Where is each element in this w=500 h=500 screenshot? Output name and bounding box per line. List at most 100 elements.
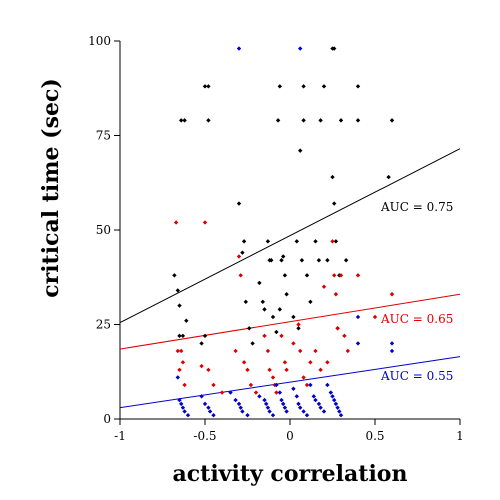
data-point: [175, 375, 180, 380]
x-tick-label: 1: [456, 429, 464, 443]
data-point: [236, 46, 242, 51]
data-point: [185, 413, 191, 418]
data-point: [206, 405, 211, 410]
data-point: [180, 405, 186, 410]
data-point: [199, 363, 204, 369]
y-tick-label: 0: [103, 412, 111, 426]
y-tick-label: 75: [96, 129, 111, 143]
data-point: [240, 409, 245, 414]
data-point: [301, 375, 306, 380]
data-point: [274, 382, 279, 388]
data-point: [179, 348, 184, 354]
data-point: [325, 382, 330, 388]
data-point: [182, 118, 187, 123]
data-point: [313, 397, 318, 403]
data-point: [202, 401, 208, 407]
data-point: [343, 258, 349, 263]
data-point: [182, 409, 187, 414]
x-tick-label: -0.5: [193, 429, 216, 443]
data-point: [182, 382, 187, 388]
data-point: [337, 409, 342, 414]
data-point: [389, 118, 395, 123]
data-point: [281, 401, 286, 407]
data-point: [308, 360, 313, 365]
data-point: [284, 292, 289, 297]
data-point: [316, 401, 322, 407]
data-point: [177, 333, 182, 339]
data-point: [211, 413, 216, 418]
data-point: [180, 333, 186, 339]
data-point: [313, 239, 318, 244]
data-point: [332, 397, 337, 403]
data-point: [269, 258, 274, 263]
x-tick-label: 0: [286, 429, 294, 443]
data-point: [267, 409, 272, 414]
data-point: [262, 333, 267, 339]
data-point: [279, 258, 284, 263]
data-point: [282, 273, 288, 278]
data-point: [260, 299, 265, 305]
data-point: [316, 258, 322, 263]
data-point: [355, 84, 361, 89]
data-point: [228, 390, 233, 395]
data-point: [267, 367, 272, 373]
data-point: [247, 326, 252, 331]
data-point: [308, 299, 313, 305]
data-point: [304, 273, 310, 278]
data-point: [265, 239, 271, 244]
data-point: [279, 397, 284, 403]
data-point: [332, 201, 337, 206]
fit-line: [119, 293, 461, 350]
data-point: [291, 386, 296, 391]
data-point: [202, 84, 208, 89]
data-point: [177, 303, 182, 308]
data-point: [250, 341, 255, 346]
data-point: [291, 314, 296, 320]
series-label: AUC = 0.55: [380, 369, 453, 383]
data-point: [282, 360, 288, 365]
data-point: [172, 273, 177, 278]
data-point: [241, 360, 247, 365]
data-point: [184, 318, 189, 323]
ticks: -1 -0.5 0 0.5 1 0 25 50 75 100: [88, 34, 464, 443]
data-point: [330, 239, 335, 244]
data-point: [211, 382, 216, 388]
data-point: [304, 382, 310, 388]
series-labels: AUC = 0.75 AUC = 0.65 AUC = 0.55: [380, 200, 453, 383]
data-point: [279, 333, 284, 339]
data-point: [330, 394, 335, 399]
data-point: [321, 84, 327, 89]
data-point: [199, 394, 204, 399]
data-point: [236, 401, 242, 407]
data-point: [274, 329, 279, 335]
data-point: [270, 413, 276, 418]
data-point: [389, 292, 395, 297]
x-axis-title: activity correlation: [173, 461, 408, 487]
data-point: [265, 405, 271, 410]
data-point: [318, 367, 323, 373]
data-point: [177, 367, 182, 373]
data-point: [264, 401, 269, 407]
data-point: [321, 284, 327, 289]
data-point: [313, 348, 318, 354]
data-point: [179, 118, 184, 123]
data-point: [175, 288, 180, 293]
data-point: [265, 348, 271, 354]
data-point: [386, 174, 391, 180]
data-point: [296, 326, 301, 331]
series-label: AUC = 0.65: [380, 312, 453, 326]
data-point: [325, 360, 330, 365]
data-point: [291, 341, 296, 346]
data-point: [335, 326, 340, 331]
data-point: [206, 367, 211, 373]
fit-line: [119, 148, 461, 324]
x-tick-label: -1: [114, 429, 126, 443]
data-point: [233, 397, 238, 403]
data-point: [372, 314, 378, 320]
data-point: [270, 314, 276, 320]
data-point: [284, 409, 289, 414]
data-point: [240, 250, 245, 255]
data-point: [332, 273, 337, 278]
data-point: [298, 46, 303, 51]
